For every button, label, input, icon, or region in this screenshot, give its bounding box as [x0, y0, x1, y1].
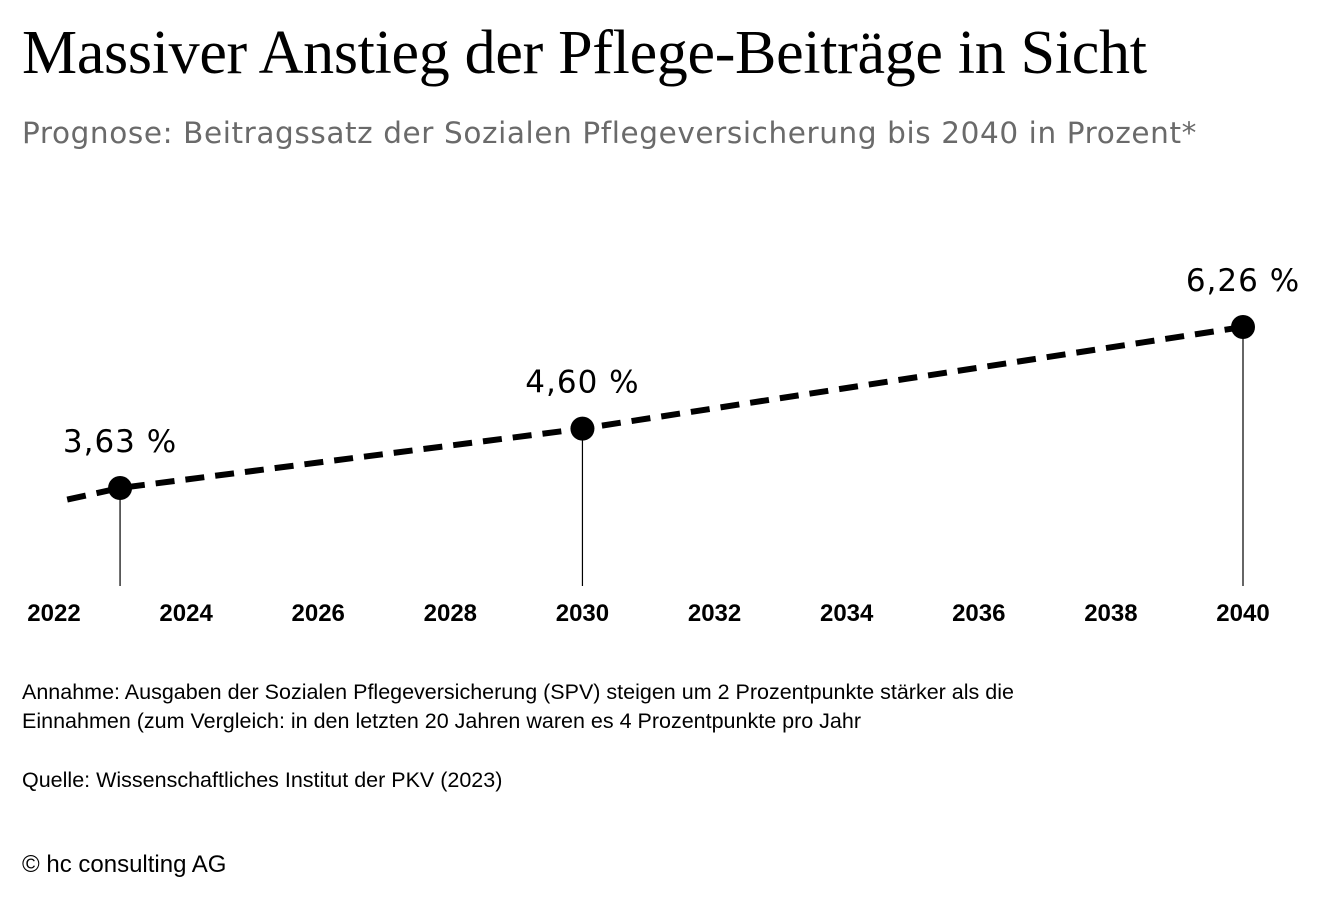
source-note: Quelle: Wissenschaftliches Institut der …: [22, 768, 503, 792]
assumption-line-1: Annahme: Ausgaben der Sozialen Pflegever…: [22, 680, 1014, 704]
copyright-note: © hc consulting AG: [22, 851, 227, 878]
x-tick-label: 2040: [1216, 600, 1269, 627]
data-label: 3,63 %: [63, 424, 177, 460]
x-tick-label: 2034: [820, 600, 874, 627]
assumption-line-2: Einnahmen (zum Vergleich: in den letzten…: [22, 709, 861, 733]
series-line: [66, 324, 1244, 503]
chart-subtitle: Prognose: Beitragssatz der Sozialen Pfle…: [22, 116, 1197, 150]
data-point: [1231, 315, 1255, 339]
x-tick-label: 2036: [952, 600, 1005, 627]
assumption-note: Annahme: Ausgaben der Sozialen Pflegever…: [22, 678, 1014, 736]
data-label: 6,26 %: [1186, 263, 1300, 299]
x-tick-label: 2032: [688, 600, 741, 627]
x-tick-label: 2022: [27, 600, 80, 627]
x-tick-label: 2038: [1084, 600, 1137, 627]
chart-title: Massiver Anstieg der Pflege-Beiträge in …: [22, 19, 1147, 87]
data-label: 4,60 %: [525, 365, 639, 401]
x-tick-label: 2028: [424, 600, 477, 627]
x-tick-label: 2026: [292, 600, 345, 627]
data-point: [108, 476, 133, 500]
x-tick-label: 2024: [159, 600, 213, 627]
data-point: [570, 416, 595, 441]
x-tick-label: 2030: [556, 600, 609, 627]
